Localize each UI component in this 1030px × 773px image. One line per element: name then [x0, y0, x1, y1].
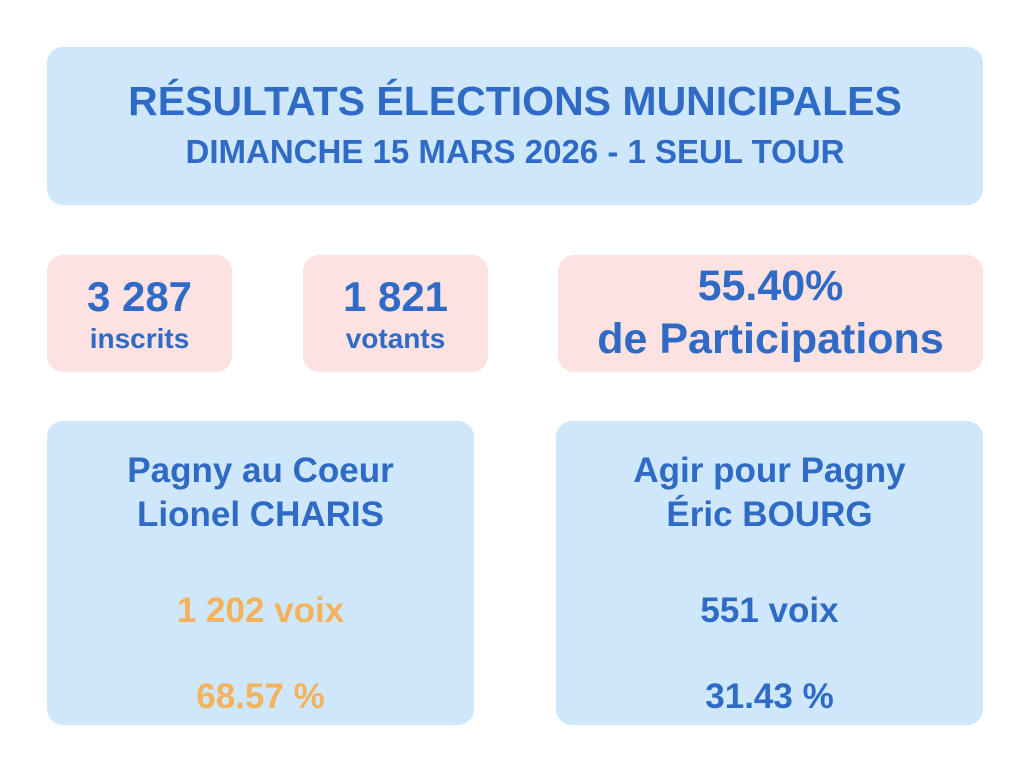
election-date-subtitle: DIMANCHE 15 MARS 2026 - 1 SEUL TOUR — [185, 133, 845, 170]
list-percent: 68.57 % — [196, 677, 325, 716]
voters-value: 1 821 — [342, 272, 449, 320]
list-votes: 551 voix — [700, 591, 839, 630]
participation-value: 55.40% — [697, 261, 844, 310]
list-card-agir-pour-pagny: Agir pour Pagny Éric BOURG 551 voix 31.4… — [556, 421, 983, 725]
page-title: RÉSULTATS ÉLECTIONS MUNICIPALES — [128, 78, 902, 124]
list-name: Agir pour Pagny — [633, 451, 906, 490]
list-head-candidate: Lionel CHARIS — [137, 495, 384, 534]
results-header: RÉSULTATS ÉLECTIONS MUNICIPALES DIMANCHE… — [47, 47, 983, 205]
list-name: Pagny au Coeur — [127, 451, 394, 490]
list-card-pagny-au-coeur: Pagny au Coeur Lionel CHARIS 1 202 voix … — [47, 421, 474, 725]
registered-voters-value: 3 287 — [86, 272, 193, 320]
list-head-candidate: Éric BOURG — [666, 495, 873, 534]
registered-voters-label: inscrits — [89, 322, 190, 354]
voters-card: 1 821 votants — [303, 255, 488, 372]
list-votes: 1 202 voix — [176, 591, 345, 630]
list-percent: 31.43 % — [705, 677, 834, 716]
voters-label: votants — [345, 322, 446, 354]
participation-card: 55.40% de Participations — [558, 255, 983, 372]
participation-label: de Participations — [597, 314, 944, 363]
registered-voters-card: 3 287 inscrits — [47, 255, 232, 372]
